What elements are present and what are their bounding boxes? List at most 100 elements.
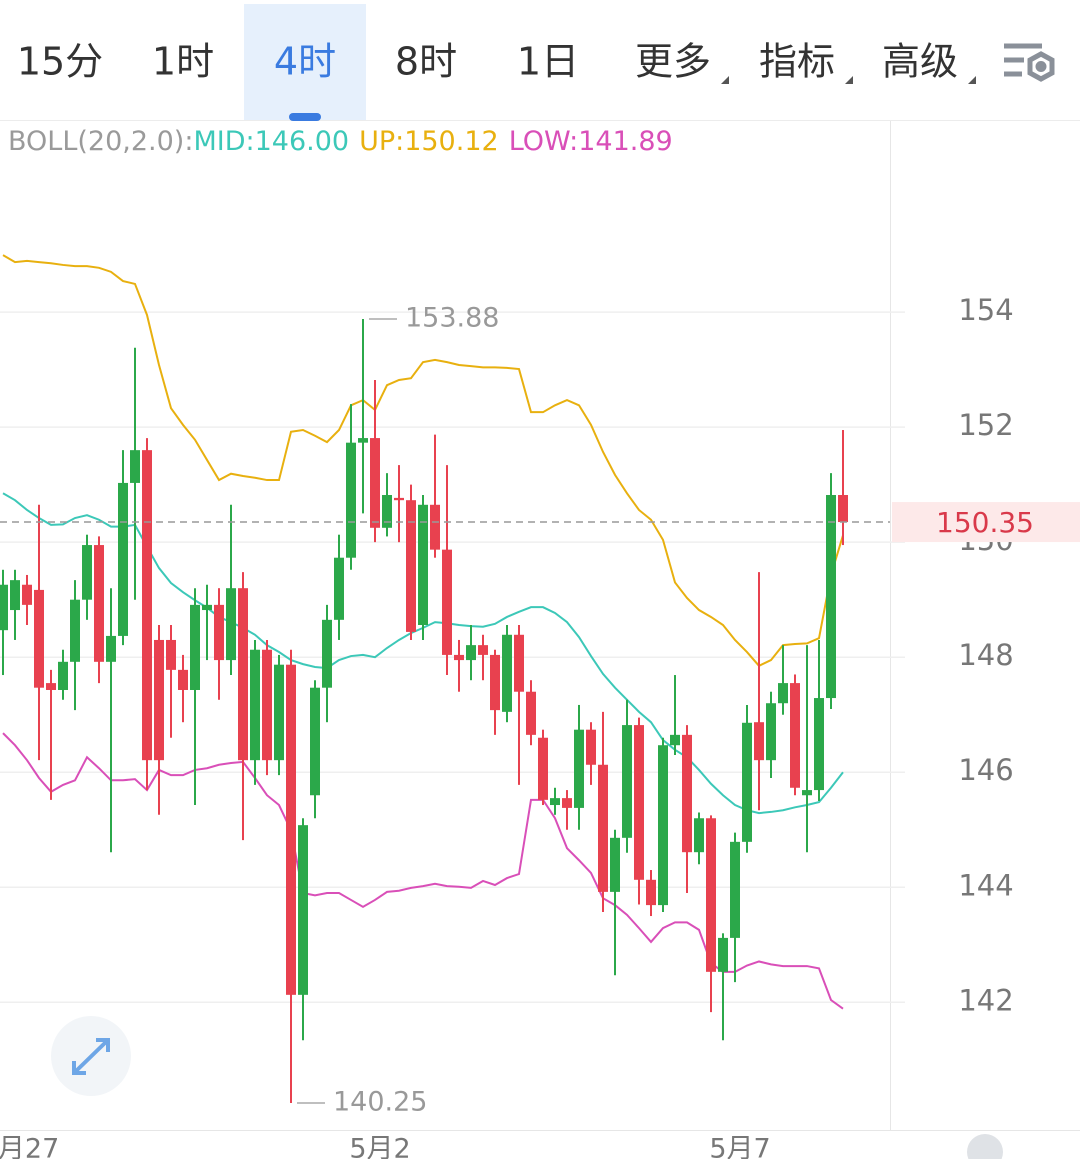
x-tick-label: 5月7 <box>709 1134 770 1159</box>
candle-body <box>382 495 392 528</box>
boll-line <box>2 254 844 668</box>
candle-body <box>82 545 92 600</box>
candle-body <box>838 495 848 523</box>
candle-body <box>154 639 164 761</box>
candle-body <box>466 645 476 661</box>
tab-selected-bg <box>244 4 366 120</box>
candle-body <box>490 654 500 711</box>
candle-body <box>694 818 704 853</box>
tab[interactable]: 1时 <box>152 40 214 84</box>
candle-body <box>706 818 716 972</box>
candle-body <box>106 635 116 662</box>
candle-body <box>238 588 248 761</box>
candle-body <box>658 745 668 906</box>
candle-body <box>58 661 68 690</box>
candle-body <box>178 669 188 690</box>
candle-body <box>430 504 440 550</box>
candle-body <box>514 634 524 692</box>
candle-body <box>358 438 368 443</box>
candle-body <box>274 664 284 761</box>
expand-button[interactable] <box>51 1016 131 1096</box>
candle-body <box>442 549 452 655</box>
menu-caret <box>721 76 729 84</box>
tab[interactable]: 8时 <box>395 40 457 84</box>
candle-body <box>538 737 548 800</box>
legend: BOLL(20,2.0):MID:146.00 UP:150.12 LOW:141.… <box>8 126 673 157</box>
indicator-label: BOLL(20,2.0): <box>8 126 193 157</box>
legend-entry: MID:146.00 <box>193 126 349 157</box>
tab[interactable]: 更多 <box>635 40 711 84</box>
settings-icon[interactable] <box>1004 43 1055 82</box>
candle-body <box>286 664 296 995</box>
y-tick-label: 148 <box>958 638 1013 672</box>
candle-body <box>766 703 776 761</box>
candle-body <box>670 734 680 746</box>
menu-caret <box>845 76 853 84</box>
candle-body <box>262 649 272 761</box>
candle-body <box>34 589 44 688</box>
candle-body <box>346 442 356 558</box>
candle-body <box>250 649 260 761</box>
candle-body <box>394 497 404 501</box>
y-tick-label: 144 <box>958 868 1013 902</box>
y-tick-label: 146 <box>958 753 1013 787</box>
candle-body <box>778 683 788 704</box>
last-price-label: 150.35 <box>936 506 1034 539</box>
tab[interactable]: 1日 <box>517 40 579 84</box>
candle-body <box>754 722 764 761</box>
candle-body <box>70 599 80 662</box>
y-tick-label: 142 <box>958 983 1013 1017</box>
candle-body <box>226 588 236 661</box>
candle-body <box>502 634 512 712</box>
candle-body <box>406 500 416 632</box>
candle-body <box>214 604 224 661</box>
candle-body <box>562 798 572 808</box>
candle-body <box>130 450 140 483</box>
candle-body <box>742 722 752 842</box>
k-button[interactable] <box>967 1134 1003 1159</box>
candle-body <box>202 604 212 611</box>
last-price-box <box>892 502 1080 543</box>
extreme-label: 153.88 <box>405 303 499 334</box>
candle-body <box>598 764 608 892</box>
candle-body <box>454 654 464 661</box>
candle-body <box>142 450 152 761</box>
candle-body <box>22 584 32 605</box>
boll-line <box>2 732 844 1010</box>
tab[interactable]: 指标 <box>759 40 835 84</box>
candle-body <box>682 734 692 853</box>
candle-body <box>802 790 812 796</box>
candle-body <box>370 438 380 528</box>
menu-caret <box>968 76 976 84</box>
candle-body <box>646 879 656 906</box>
candle-body <box>10 580 20 611</box>
candle-body <box>634 725 644 880</box>
candle-body <box>418 504 428 625</box>
candle-body <box>46 683 56 690</box>
candle-body <box>730 841 740 938</box>
candle-body <box>586 729 596 765</box>
tab[interactable]: 高级 <box>882 40 958 84</box>
candle-body <box>0 584 8 631</box>
candle-body <box>574 729 584 808</box>
candle-body <box>298 825 308 995</box>
candle-body <box>814 698 824 791</box>
y-tick-label: 154 <box>958 293 1013 327</box>
candle-body <box>718 937 728 972</box>
candle-body <box>190 604 200 690</box>
x-tick-label: 5月2 <box>349 1134 410 1159</box>
candle-body <box>826 495 836 699</box>
tab[interactable]: 15分 <box>17 40 103 84</box>
candle-body <box>94 545 104 662</box>
legend-entry: LOW:141.89 <box>509 126 673 157</box>
candle-body <box>166 639 176 670</box>
candle-body <box>310 687 320 796</box>
candle-body <box>526 691 536 735</box>
y-tick-label: 152 <box>958 408 1013 442</box>
tab[interactable]: 4时 <box>274 40 336 84</box>
legend-entry: UP:150.12 <box>359 126 499 157</box>
candle-body <box>610 837 620 892</box>
candle-body <box>622 725 632 838</box>
